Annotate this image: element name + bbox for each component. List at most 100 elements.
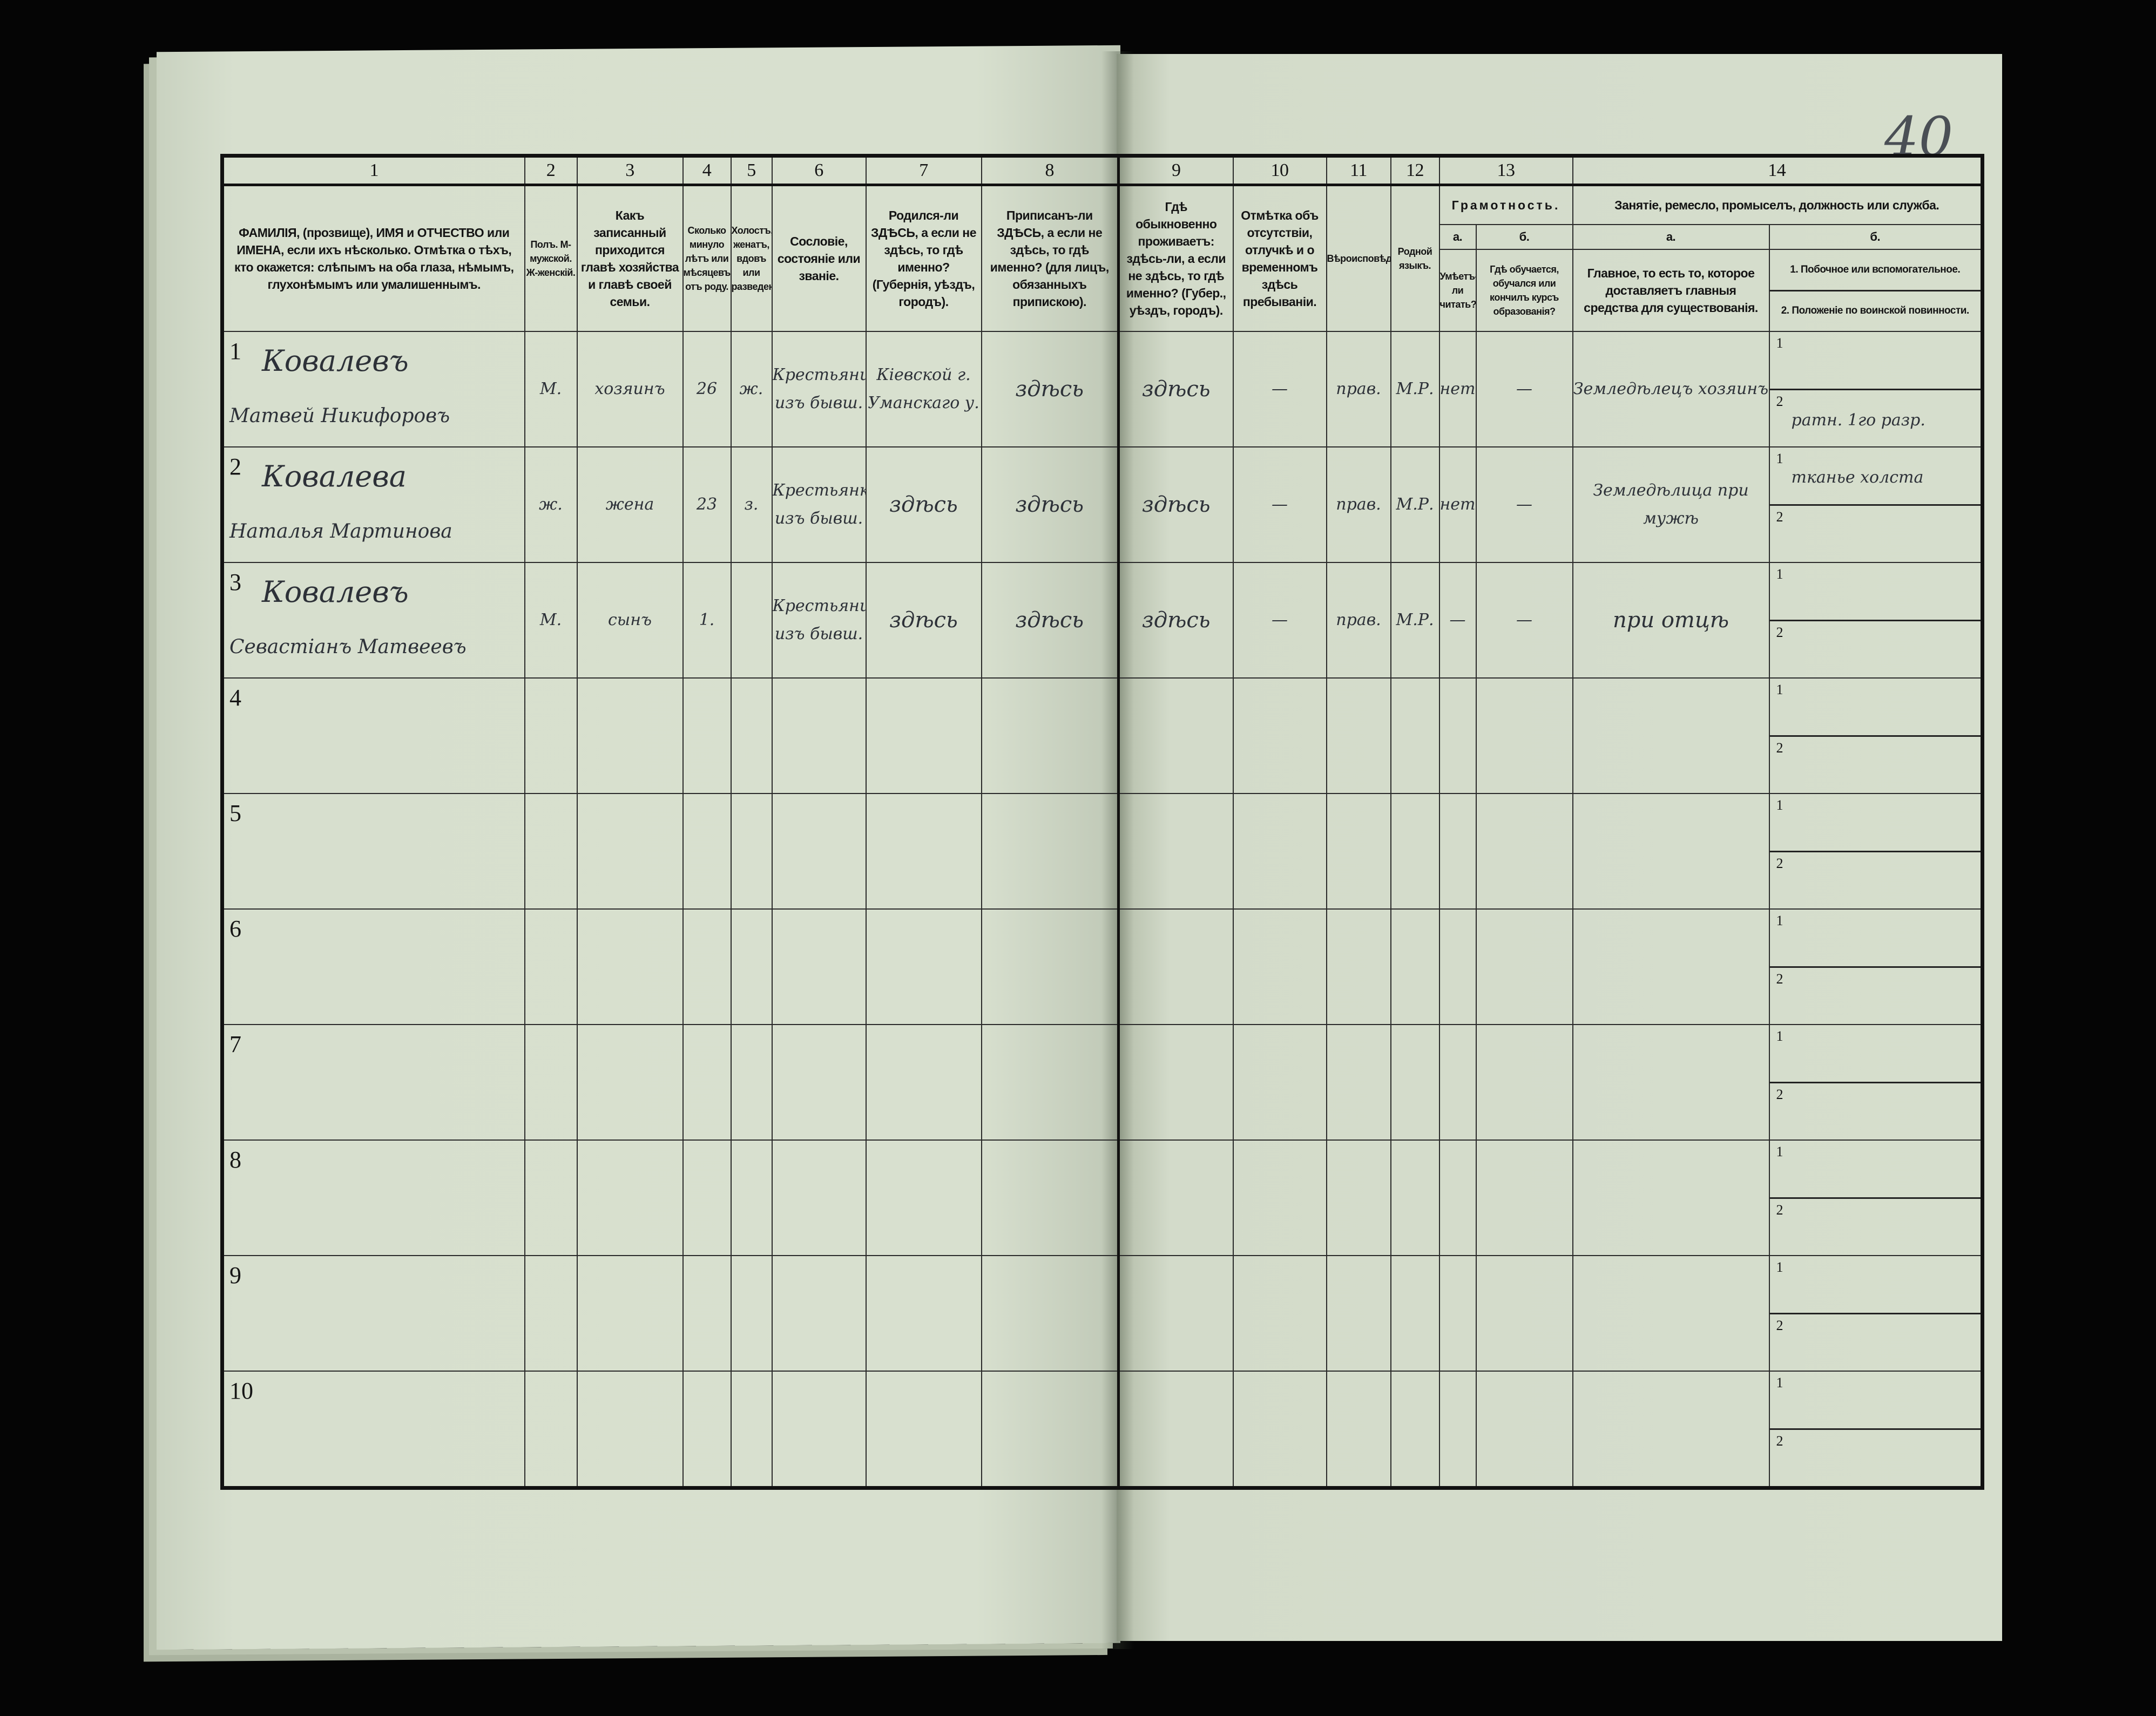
header-estate: Сословіе, состояніе или званіе. (771, 184, 867, 332)
cell-education (1475, 1255, 1573, 1372)
value-registered: здѣсь (1015, 377, 1084, 402)
value-estate: Крестьянинъ изъ бывш. (772, 365, 865, 412)
cell-registered (981, 908, 1120, 1025)
cell-religion (1326, 908, 1391, 1025)
value-resides: здѣсь (1141, 377, 1211, 402)
header-registration: Приписанъ-ли ЗДѢСЬ, а если не здѣсь, то … (981, 184, 1120, 332)
military-status: 2 (1770, 1428, 1981, 1487)
cell-education (1475, 1024, 1573, 1141)
side-occupation: 1 (1770, 1026, 1981, 1082)
cell-age (682, 1140, 732, 1256)
cell-reads (1438, 908, 1477, 1025)
cell-name: 6 (221, 908, 525, 1025)
header-13b-letter: б. (1475, 224, 1573, 250)
cell-main_occupation (1572, 677, 1770, 794)
cell-religion (1326, 1371, 1391, 1489)
cell-marital (730, 908, 773, 1025)
cell-born (865, 908, 982, 1025)
surname: Ковалевъ (262, 575, 409, 609)
value-main_occupation: Земледѣлица при мужѣ (1593, 481, 1749, 528)
col-number: 11 (1326, 155, 1391, 186)
cell-sex (524, 793, 578, 910)
cell-name: 2 Ковалева Наталья Мартинова (221, 446, 525, 563)
cell-relation (576, 1371, 684, 1489)
cell-sex (524, 1024, 578, 1141)
cell-reads: нетъ (1438, 446, 1477, 563)
value-born: Кіевской г. Уманскаго у. (868, 365, 979, 412)
military-status: 2 (1770, 1312, 1981, 1371)
header-sex: Полъ. М-мужской. Ж-женскій. (524, 184, 578, 332)
cell-age: 1. (682, 562, 732, 679)
cell-marital: ж. (730, 331, 773, 447)
census-rows: 1 Ковалевъ Матвей Никифоровъ М. хозяинъ 26 ж. К… (221, 331, 1983, 1489)
cell-born (865, 1255, 982, 1372)
cell-absence (1232, 793, 1327, 910)
col-number: 10 (1232, 155, 1327, 186)
cell-resides: здѣсь (1118, 331, 1234, 447)
cell-language: М.Р. (1390, 331, 1440, 447)
row-number: 3 (229, 569, 241, 595)
sub-label: 1 (1776, 797, 1783, 813)
cell-marital (730, 562, 773, 679)
value-military: ратн. 1го разр. (1791, 410, 1925, 430)
cell-born: здѣсь (865, 446, 982, 563)
cell-estate (771, 793, 867, 910)
cell-resides (1118, 677, 1234, 794)
military-status: 2 (1770, 1197, 1981, 1255)
sub-label: 2 (1776, 1086, 1783, 1102)
sub-label: 2 (1776, 1433, 1783, 1449)
cell-marital (730, 793, 773, 910)
col-number: 6 (771, 155, 867, 186)
cell-main_occupation (1572, 1140, 1770, 1256)
cell-born: здѣсь (865, 562, 982, 679)
cell-main_occupation (1572, 908, 1770, 1025)
value-main_occupation: Земледѣлецъ хозяинъ (1573, 379, 1769, 398)
cell-registered (981, 1255, 1120, 1372)
cell-registered: здѣсь (981, 446, 1120, 563)
split-cell: 1 2 ратн. 1го разр. (1770, 333, 1981, 446)
cell-language (1390, 793, 1440, 910)
cell-estate: Крестьянка изъ бывш. (771, 446, 867, 563)
value-sex: М. (539, 611, 562, 629)
cell-language (1390, 908, 1440, 1025)
cell-sex (524, 1255, 578, 1372)
cell-main_occupation (1572, 1255, 1770, 1372)
cell-resides (1118, 793, 1234, 910)
header-relation: Какъ записанный приходится главѣ хозяйст… (576, 184, 684, 332)
side-occupation: 1 (1770, 795, 1981, 851)
cell-name: 1 Ковалевъ Матвей Никифоровъ (221, 331, 525, 447)
row-number: 6 (229, 915, 241, 942)
cell-sex: ж. (524, 446, 578, 563)
header-military: 2. Положеніе по воинской повинности. (1781, 305, 1970, 317)
side-occupation: 1 (1770, 1141, 1981, 1197)
cell-resides (1118, 1255, 1234, 1372)
split-cell: 1 тканье холста 2 (1770, 448, 1981, 561)
col-number: 4 (682, 155, 732, 186)
table-row: 1 Ковалевъ Матвей Никифоровъ М. хозяинъ 26 ж. К… (221, 331, 1983, 447)
sub-label: 2 (1776, 1202, 1783, 1218)
cell-sex: М. (524, 331, 578, 447)
cell-absence: — (1232, 446, 1327, 563)
cell-estate: Крестьянинъ изъ бывш. (771, 331, 867, 447)
value-born: здѣсь (889, 492, 958, 517)
cell-education (1475, 677, 1573, 794)
surname: Ковалева (262, 459, 407, 493)
table-row: 2 Ковалева Наталья Мартинова ж. жена 23 з. Крес… (221, 446, 1983, 563)
row-number: 5 (229, 800, 241, 826)
cell-relation (576, 1140, 684, 1256)
cell-age: 26 (682, 331, 732, 447)
cell-relation: хозяинъ (576, 331, 684, 447)
value-age: 26 (696, 379, 718, 398)
military-status: 2 (1770, 850, 1981, 908)
value-religion: прав. (1336, 495, 1381, 514)
header-education: Гдѣ обучается, обучался или кончилъ курс… (1475, 249, 1573, 332)
col-number: 1 (221, 155, 525, 186)
cell-main_occupation: Земледѣлица при мужѣ (1572, 446, 1770, 563)
